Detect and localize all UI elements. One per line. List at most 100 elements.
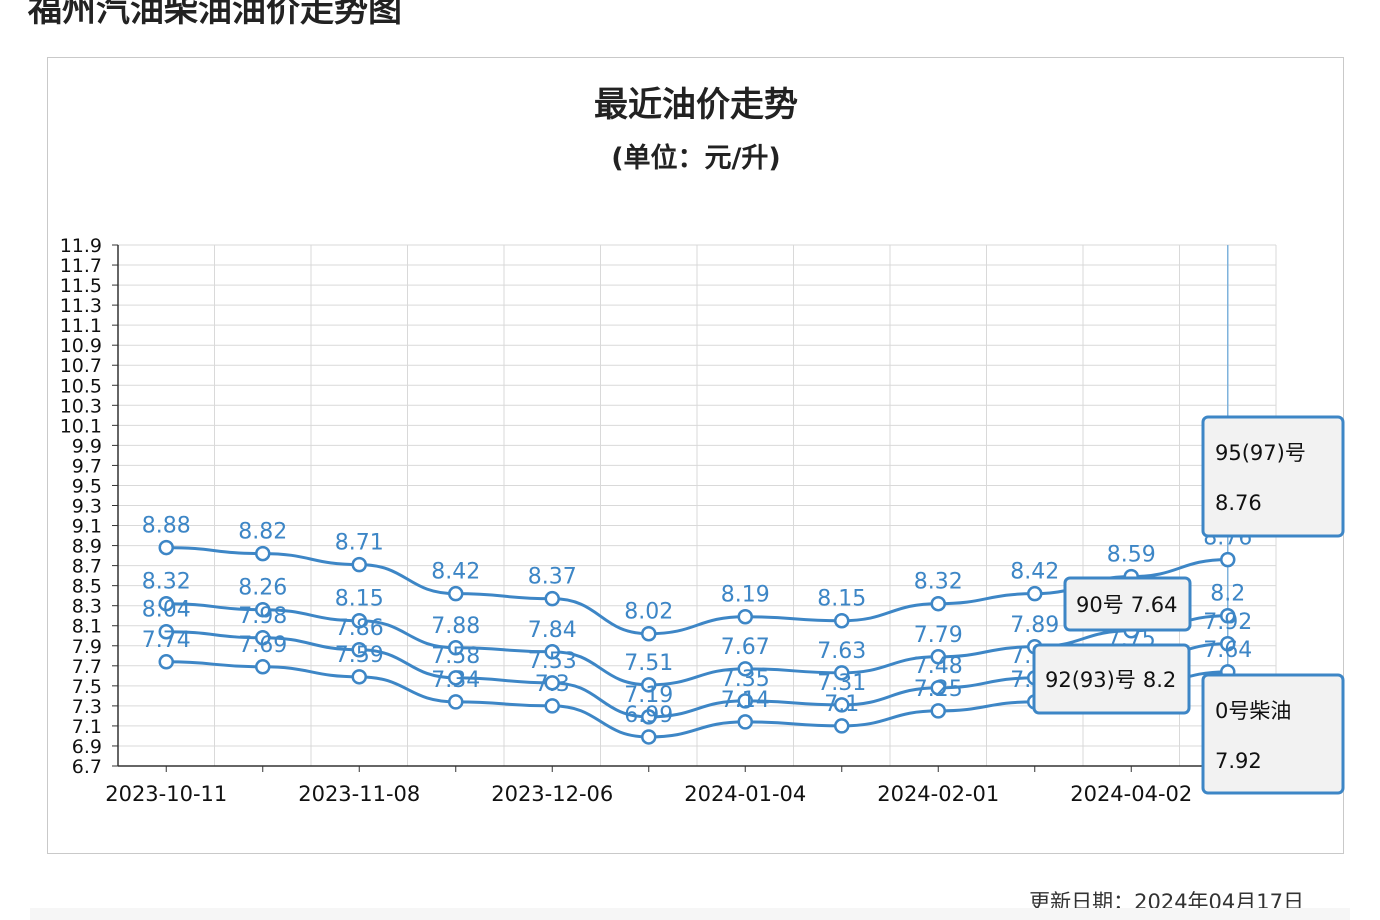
- data-point: [351, 556, 367, 573]
- data-label: 8.26: [238, 576, 287, 601]
- x-tick-label: 2023-12-06: [491, 782, 613, 806]
- data-point: [448, 670, 464, 686]
- data-label: 8.2: [1210, 582, 1245, 607]
- y-tick-label: 10.9: [60, 335, 102, 357]
- y-tick-label: 11.9: [60, 235, 102, 257]
- tooltip-value: 7.64: [1131, 593, 1178, 617]
- y-tick-label: 6.7: [72, 756, 102, 778]
- data-point: [1220, 607, 1236, 624]
- y-tick-label: 9.9: [72, 435, 102, 457]
- data-label: 7.98: [238, 604, 287, 629]
- y-tick-label: 11.3: [60, 295, 102, 317]
- data-point: [448, 640, 464, 656]
- data-label: 7.74: [142, 628, 191, 653]
- data-label: 8.19: [721, 583, 770, 608]
- data-label: 7.84: [528, 618, 577, 643]
- data-point: [544, 590, 560, 607]
- series-line-0: [166, 546, 1228, 636]
- data-label: 8.88: [142, 514, 191, 539]
- data-point: [255, 630, 271, 646]
- data-point: [544, 644, 560, 660]
- x-tick-label: 2024-04-02: [1070, 782, 1192, 806]
- data-label: 7.59: [335, 643, 384, 668]
- data-point: [158, 654, 174, 670]
- data-label: 6.99: [624, 703, 673, 728]
- data-point: [930, 649, 946, 665]
- data-label: 7.31: [817, 671, 866, 696]
- data-label: 7.92: [1203, 610, 1252, 635]
- y-tick-label: 10.7: [60, 355, 102, 377]
- data-label: 7.69: [238, 633, 287, 658]
- data-point: [1027, 585, 1043, 602]
- data-label: 7.51: [624, 651, 673, 676]
- data-point: [737, 693, 753, 709]
- data-label: 8.37: [528, 565, 577, 590]
- data-label: 7.48: [914, 654, 963, 679]
- data-point: [1220, 636, 1236, 652]
- y-tick-label: 8.9: [72, 536, 102, 558]
- data-point: [255, 659, 271, 675]
- y-tick-label: 10.3: [60, 395, 102, 417]
- data-label: 7.3: [535, 672, 570, 697]
- y-tick-label: 9.1: [72, 516, 102, 538]
- data-label: 7.79: [914, 623, 963, 648]
- data-label: 8.04: [142, 598, 191, 623]
- data-point: [544, 675, 560, 691]
- data-label: 7.58: [431, 644, 480, 669]
- data-point: [930, 595, 946, 612]
- x-tick-label: 2023-11-08: [298, 782, 420, 806]
- tooltip-series: 95(97)号: [1215, 441, 1306, 465]
- data-point: [448, 694, 464, 710]
- data-label: 8.82: [238, 520, 287, 545]
- data-label: 7.19: [624, 683, 673, 708]
- data-point: [158, 595, 174, 612]
- data-label: 7.1: [824, 692, 859, 717]
- tooltip-value: 8.2: [1143, 668, 1176, 692]
- y-tick-label: 7.9: [72, 636, 102, 658]
- chart-title: 最近油价走势: [594, 85, 798, 125]
- tooltip-series: 0号柴油: [1215, 699, 1291, 723]
- data-label: 7.14: [721, 688, 770, 713]
- data-label: 8.42: [431, 560, 480, 585]
- data-label: 7.53: [528, 649, 577, 674]
- data-point: [158, 539, 174, 556]
- x-tick-label: 2024-02-01: [877, 782, 999, 806]
- data-label: 8.02: [624, 600, 673, 625]
- tooltip-series: 92(93)号: [1045, 668, 1136, 692]
- data-point: [255, 545, 271, 562]
- data-label: 7.25: [914, 677, 963, 702]
- data-point: [158, 623, 174, 640]
- x-tick-label: 2023-10-11: [105, 782, 227, 806]
- y-tick-label: 11.5: [60, 275, 102, 297]
- y-tick-label: 11.7: [60, 255, 102, 277]
- data-label: 7.86: [335, 616, 384, 641]
- y-tick-label: 10.5: [60, 375, 102, 397]
- data-label: 8.32: [914, 570, 963, 595]
- data-point: [737, 714, 753, 730]
- data-point: [351, 612, 367, 629]
- data-label: 8.15: [817, 587, 866, 612]
- data-label: 8.59: [1107, 543, 1156, 568]
- y-tick-label: 7.7: [72, 656, 102, 678]
- tooltip-box: [1032, 643, 1191, 715]
- y-tick-label: 8.5: [72, 576, 102, 598]
- data-point: [737, 608, 753, 625]
- y-tick-label: 6.9: [72, 736, 102, 758]
- data-point: [544, 698, 560, 714]
- data-point: [834, 697, 850, 713]
- data-label: 8.32: [142, 570, 191, 595]
- y-tick-label: 8.3: [72, 596, 102, 618]
- data-label: 7.89: [1010, 613, 1059, 638]
- data-point: [641, 709, 657, 725]
- data-point: [351, 669, 367, 685]
- y-tick-label: 7.1: [72, 716, 102, 738]
- y-tick-label: 8.7: [72, 556, 102, 578]
- data-label: 7.88: [431, 614, 480, 639]
- data-point: [834, 718, 850, 734]
- data-point: [930, 703, 946, 719]
- tooltip-value: 8.76: [1215, 491, 1262, 515]
- data-point: [641, 729, 657, 745]
- data-label: 7.63: [817, 639, 866, 664]
- data-point: [1220, 551, 1236, 568]
- y-tick-label: 9.5: [72, 475, 102, 497]
